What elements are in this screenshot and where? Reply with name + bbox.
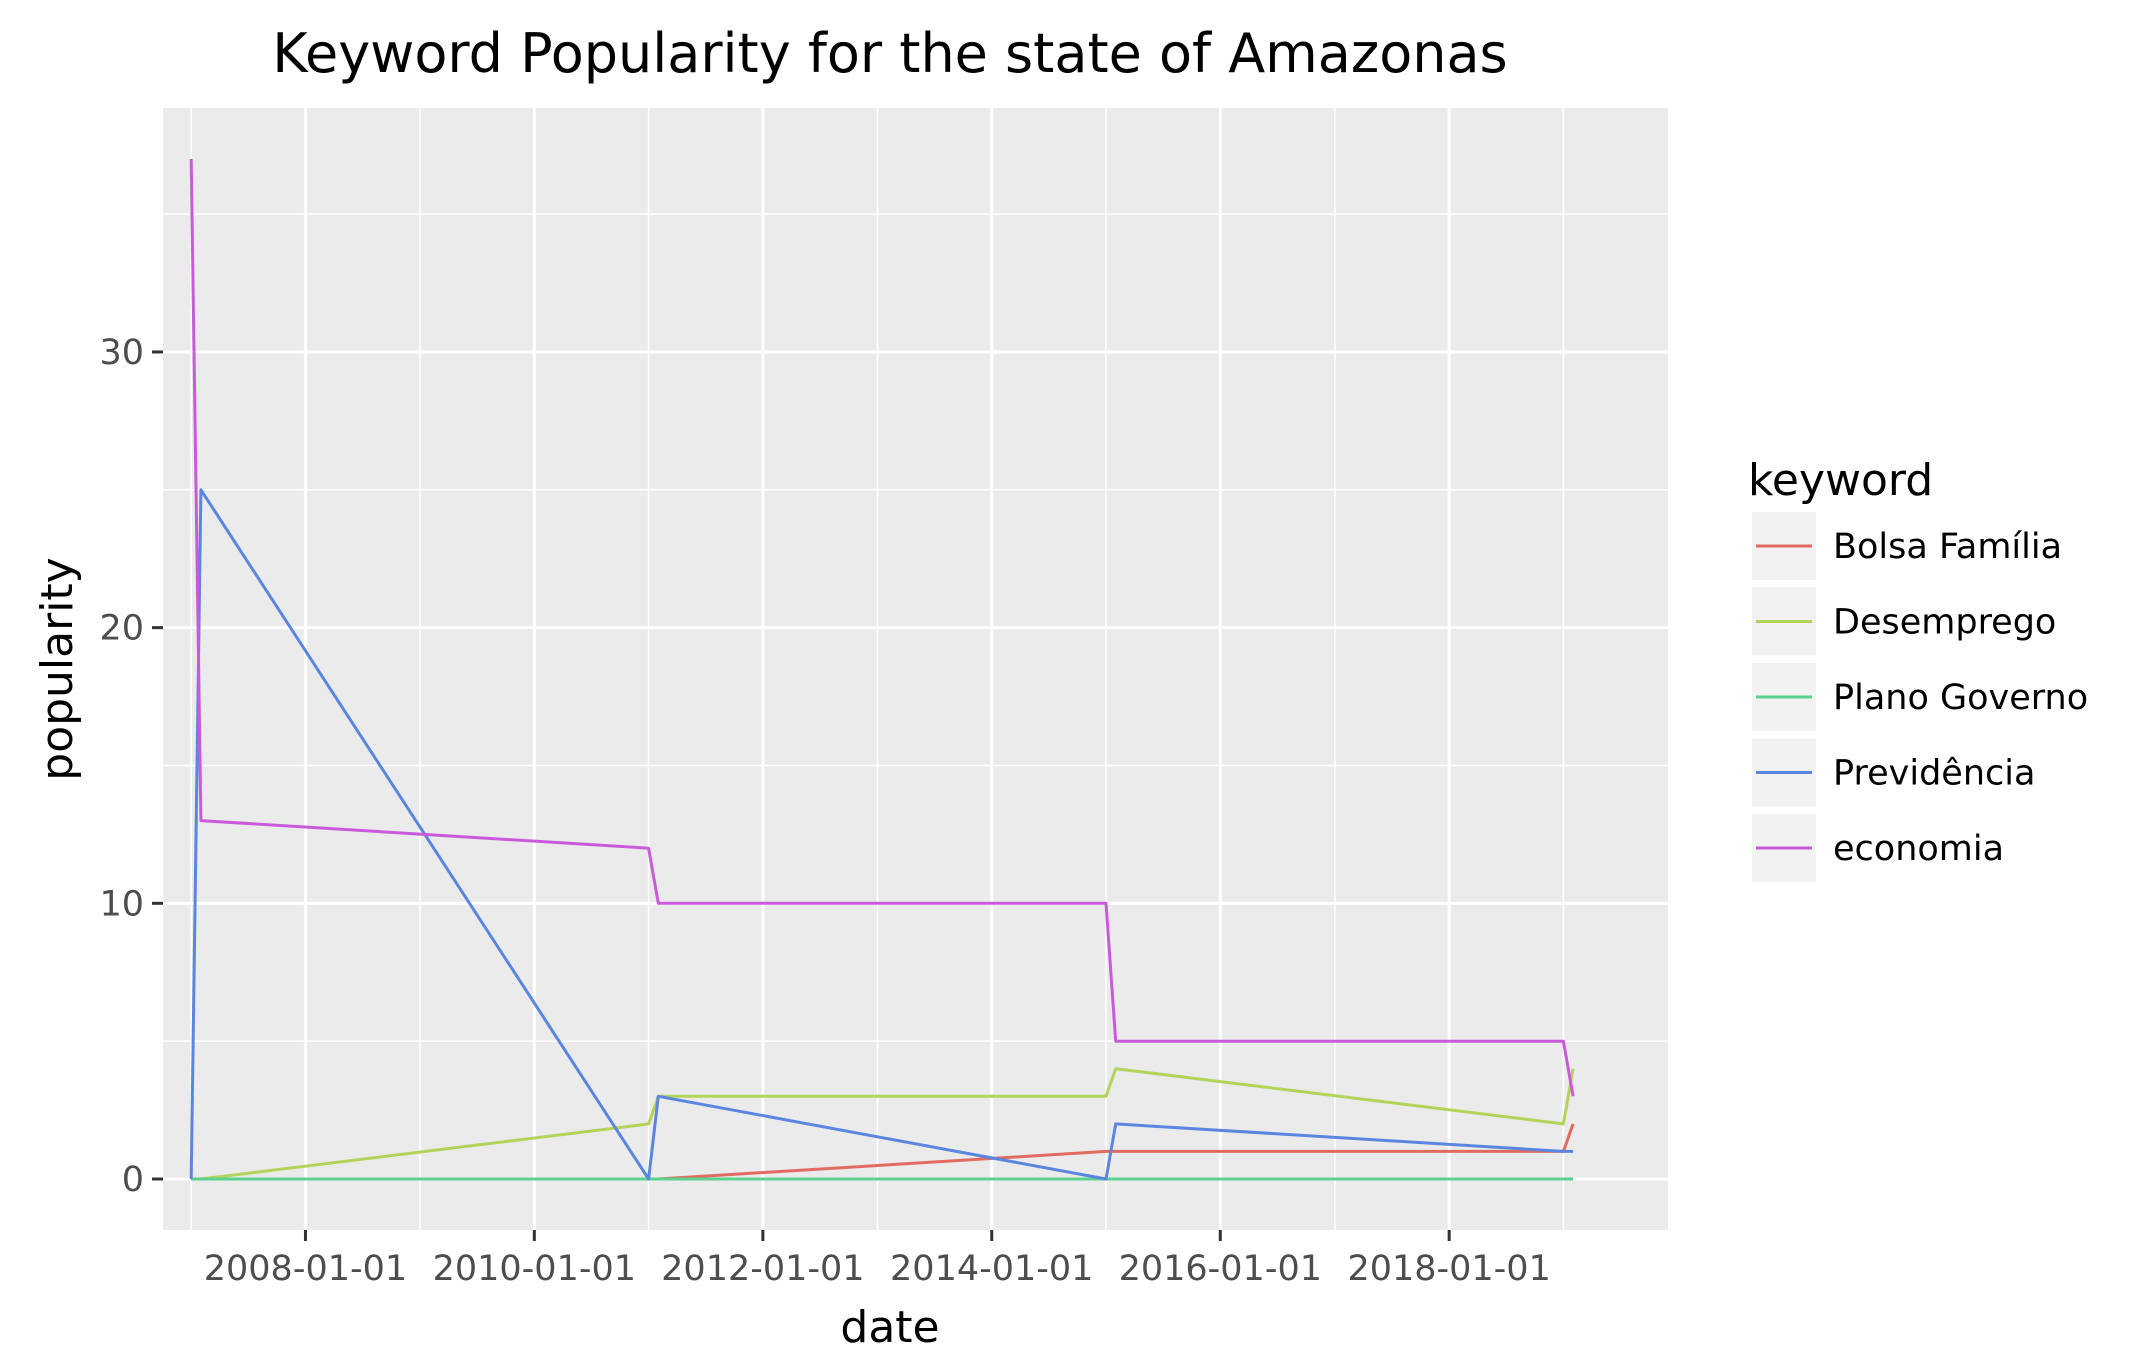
- legend-label: Plano Governo: [1833, 678, 2088, 718]
- series-line: [189, 488, 1574, 1181]
- legend-item: Desemprego: [1752, 587, 2056, 656]
- series-line: [191, 1067, 1575, 1181]
- legend-item: economia: [1752, 814, 2004, 882]
- legend-item: Plano Governo: [1752, 663, 2088, 731]
- x-tick-label: 2016-01-01: [1119, 1249, 1322, 1289]
- minor-gridlines: [163, 108, 1668, 1230]
- legend-label: Previdência: [1833, 754, 2035, 794]
- legend-item: Bolsa Família: [1752, 512, 2062, 580]
- x-axis: 2008-01-01 2010-01-01 2012-01-01 2014-01-01…: [204, 1230, 1551, 1289]
- legend-label: economia: [1833, 829, 2004, 869]
- y-tick-label: 10: [99, 884, 144, 924]
- x-tick-label: 2018-01-01: [1347, 1249, 1550, 1289]
- series-lines: [189, 158, 1575, 1181]
- y-axis-title: popularity: [32, 557, 83, 780]
- x-tick-label: 2010-01-01: [433, 1249, 636, 1289]
- y-tick-label: 0: [122, 1160, 144, 1200]
- series-line: [189, 158, 1575, 1097]
- legend-title: keyword: [1748, 455, 1933, 506]
- legend-label: Bolsa Família: [1833, 527, 2062, 567]
- x-axis-title: date: [840, 1302, 939, 1353]
- x-tick-label: 2014-01-01: [890, 1249, 1093, 1289]
- y-tick-label: 30: [99, 333, 144, 373]
- legend-label: Desemprego: [1833, 603, 2056, 643]
- legend-items: Bolsa Família Desemprego Plano Governo Prev…: [1752, 512, 2088, 882]
- plot-background: [163, 108, 1668, 1230]
- chart-title: Keyword Popularity for the state of Amaz…: [272, 22, 1507, 85]
- legend-item: Previdência: [1752, 738, 2035, 807]
- y-axis: 0 10 20 30: [99, 333, 163, 1200]
- y-tick-label: 20: [99, 609, 144, 649]
- legend: keyword Bolsa Família Desemprego Plano Gov…: [1748, 455, 2088, 882]
- x-tick-label: 2008-01-01: [204, 1249, 407, 1289]
- x-tick-label: 2012-01-01: [661, 1249, 864, 1289]
- plot-panel: [163, 108, 1668, 1230]
